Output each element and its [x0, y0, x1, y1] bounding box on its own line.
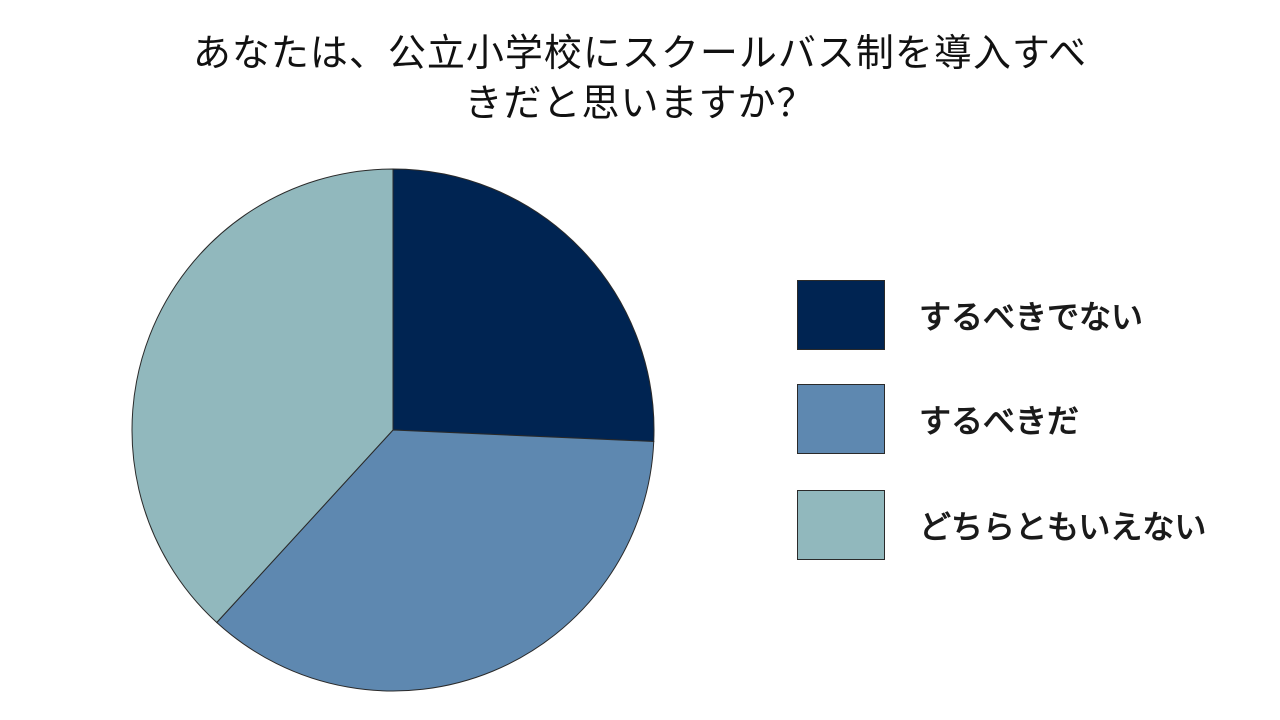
- legend-item-should-not: するべきでない: [797, 280, 1257, 352]
- pie-slice-should: [216, 429, 655, 692]
- legend-label-should: するべきだ: [919, 402, 1080, 440]
- pie-slice-undecided: [131, 168, 394, 624]
- legend-label-undecided: どちらともいえない: [919, 508, 1207, 546]
- legend-swatch-undecided: [797, 490, 885, 560]
- chart-title-line-2: きだと思いますか？: [464, 81, 816, 125]
- pie-slice-should-not: [392, 168, 655, 443]
- legend-swatch-should-not: [797, 280, 885, 350]
- legend-swatch-should: [797, 384, 885, 454]
- legend-label-should-not: するべきでない: [919, 298, 1144, 336]
- legend-item-undecided: どちらともいえない: [797, 490, 1257, 562]
- chart-title-line-1: あなたは、公立小学校にスクールバス制を導入すべ: [192, 31, 1088, 75]
- legend-item-should: するべきだ: [797, 384, 1257, 456]
- chart-title: あなたは、公立小学校にスクールバス制を導入すべ きだと思いますか？: [60, 28, 1220, 128]
